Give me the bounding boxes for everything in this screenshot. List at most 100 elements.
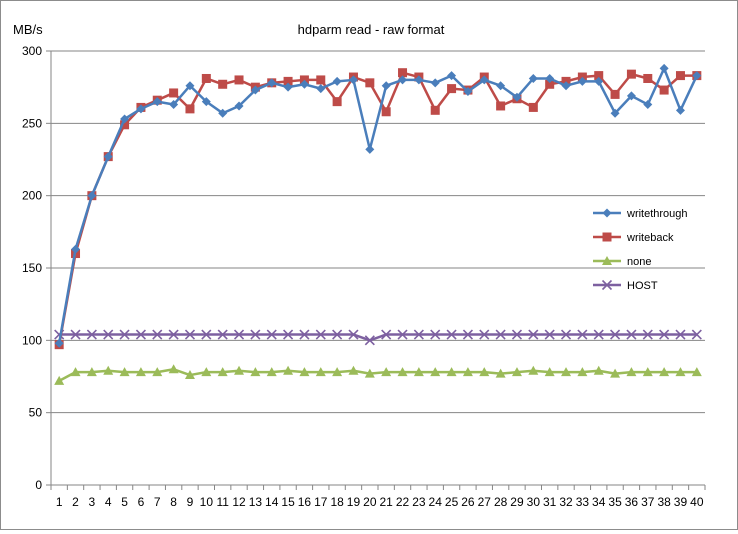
data-point — [626, 329, 637, 340]
x-tick-label: 37 — [641, 495, 655, 509]
data-point — [626, 69, 636, 79]
data-point — [479, 367, 490, 377]
data-point — [120, 114, 130, 124]
data-point — [446, 329, 457, 340]
data-point — [348, 75, 358, 85]
x-tick-label: 36 — [625, 495, 639, 509]
legend-item: none — [593, 256, 651, 268]
legend-label: none — [627, 256, 651, 268]
data-point-stroke — [577, 329, 588, 340]
data-point — [397, 329, 408, 340]
data-point-stroke — [250, 329, 261, 340]
x-tick-label: 20 — [363, 495, 377, 509]
data-point — [169, 100, 179, 110]
data-point-stroke — [168, 329, 179, 340]
data-point — [135, 329, 146, 340]
y-tick-label: 300 — [22, 44, 42, 58]
data-point — [70, 329, 81, 340]
data-point — [152, 367, 163, 377]
data-point — [496, 101, 506, 111]
data-point — [103, 365, 114, 375]
data-point-stroke — [184, 329, 196, 340]
data-point — [365, 78, 375, 88]
data-point-stroke — [299, 329, 310, 340]
data-point — [364, 335, 375, 346]
data-point — [675, 71, 685, 81]
legend-swatch-marker — [602, 256, 612, 265]
data-point — [561, 367, 572, 377]
data-point — [86, 367, 97, 377]
data-point — [54, 375, 65, 385]
series-line — [59, 333, 697, 342]
data-point-stroke — [430, 329, 441, 340]
data-point — [691, 329, 702, 340]
data-point-stroke — [233, 329, 245, 340]
data-point — [332, 329, 343, 340]
legend-item: writeback — [593, 232, 674, 244]
y-tick-label: 250 — [22, 116, 42, 130]
legend-swatch-marker — [601, 279, 613, 291]
x-tick-label: 27 — [478, 495, 492, 509]
data-point — [594, 71, 604, 81]
data-point — [217, 329, 228, 340]
series-line — [58, 368, 697, 382]
data-point — [413, 367, 424, 377]
data-point-stroke — [332, 329, 343, 340]
gridlines — [51, 50, 705, 414]
data-point-stroke — [152, 329, 163, 340]
data-point — [675, 367, 686, 377]
data-point-stroke — [601, 279, 613, 291]
data-point — [201, 329, 212, 340]
data-point — [528, 329, 539, 340]
data-point — [528, 365, 539, 375]
series-group — [54, 63, 702, 385]
data-point — [332, 97, 342, 107]
data-point — [495, 368, 506, 378]
data-point — [479, 75, 489, 85]
data-point-stroke — [528, 329, 539, 340]
data-point-stroke — [217, 329, 228, 340]
series-line — [57, 67, 698, 344]
data-point-stroke — [495, 329, 506, 340]
data-point — [593, 365, 604, 375]
data-point-stroke — [462, 329, 473, 340]
data-point — [266, 329, 277, 340]
data-point — [397, 367, 408, 377]
data-point — [315, 367, 326, 377]
data-point — [446, 367, 457, 377]
data-point — [511, 367, 522, 377]
data-point — [691, 367, 702, 377]
y-tick-label: 200 — [22, 189, 42, 203]
data-point — [544, 367, 555, 377]
data-point — [120, 120, 130, 130]
data-point — [577, 76, 587, 86]
series-writeback — [54, 68, 702, 350]
data-point — [610, 89, 620, 99]
x-tick-label: 25 — [445, 495, 459, 509]
data-point-stroke — [381, 329, 392, 340]
x-tick-label: 1 — [56, 495, 63, 509]
data-point — [511, 329, 523, 340]
legend-label: writethrough — [626, 208, 688, 220]
x-tick-label: 3 — [89, 495, 96, 509]
x-tick-label: 19 — [347, 495, 361, 509]
data-point — [234, 101, 244, 111]
data-point-stroke — [413, 329, 424, 340]
data-point — [184, 329, 196, 340]
data-point — [234, 365, 245, 375]
legend: writethrough writeback none HOST — [593, 208, 688, 292]
x-tick-label: 11 — [216, 495, 229, 509]
x-tick-label: 24 — [429, 495, 443, 509]
data-point — [462, 329, 473, 340]
data-point — [283, 76, 293, 86]
data-point — [381, 107, 391, 117]
data-point — [185, 81, 195, 91]
data-point-stroke — [544, 329, 555, 340]
x-tick-label: 31 — [543, 495, 557, 509]
data-point — [560, 329, 572, 340]
data-point — [414, 75, 424, 85]
data-point — [495, 329, 506, 340]
x-tick-label: 12 — [232, 495, 246, 509]
